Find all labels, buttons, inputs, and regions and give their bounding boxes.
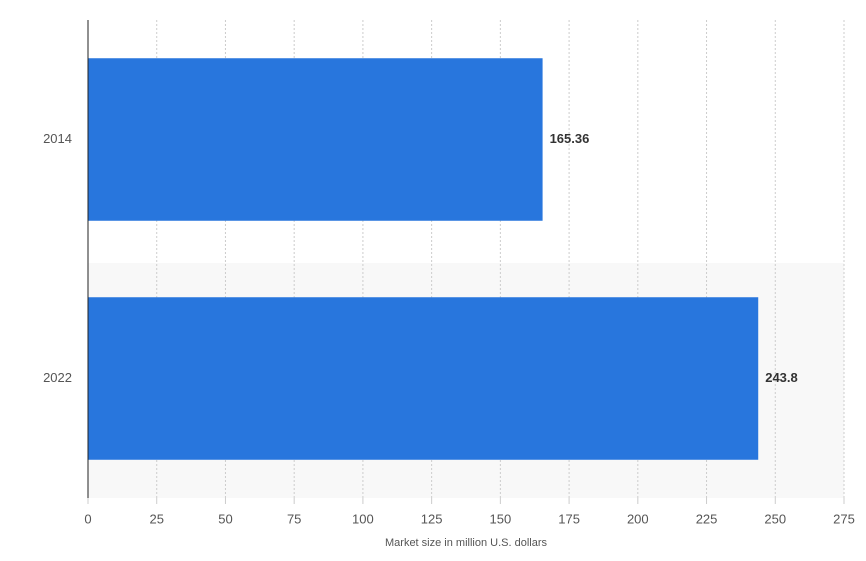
x-tick-label: 225: [696, 511, 718, 526]
x-tick-label: 100: [352, 511, 374, 526]
bar: [88, 58, 543, 221]
x-tick-label: 200: [627, 511, 649, 526]
data-label: 165.36: [550, 131, 590, 146]
x-tick-label: 175: [558, 511, 580, 526]
x-tick-label: 125: [421, 511, 443, 526]
y-tick-label: 2014: [43, 131, 72, 146]
x-tick-label: 50: [218, 511, 232, 526]
bar: [88, 297, 759, 460]
x-tick-label: 25: [149, 511, 163, 526]
x-tick-label: 75: [287, 511, 301, 526]
x-tick-label: 275: [833, 511, 855, 526]
data-label: 243.8: [765, 370, 798, 385]
x-tick-label: 150: [490, 511, 512, 526]
x-axis-title: Market size in million U.S. dollars: [385, 537, 547, 549]
y-tick-label: 2022: [43, 370, 72, 385]
x-tick-label: 250: [764, 511, 786, 526]
x-tick-label: 0: [84, 511, 91, 526]
